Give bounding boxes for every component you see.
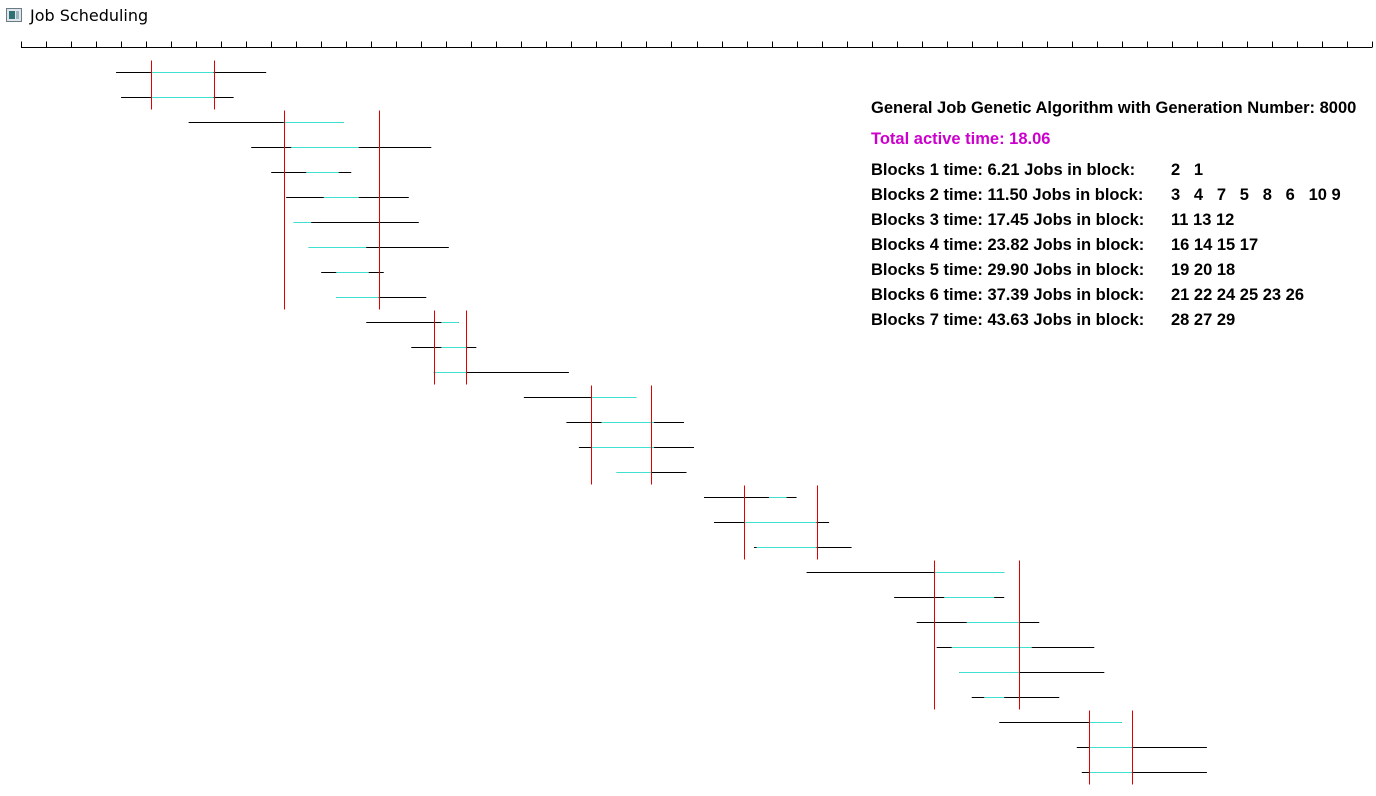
block-label: Blocks 1 time: 6.21 Jobs in block: bbox=[871, 161, 1136, 179]
window-title: Job Scheduling bbox=[30, 6, 149, 25]
block-jobs: 19 20 18 bbox=[1171, 261, 1236, 279]
block-summary-3: Blocks 3 time: 17.45 Jobs in block: 11 13… bbox=[871, 209, 1234, 231]
block-summary-5: Blocks 5 time: 29.90 Jobs in block: 19 20… bbox=[871, 259, 1235, 281]
block-jobs: 11 13 12 bbox=[1171, 211, 1235, 229]
block-label: Blocks 4 time: 23.82 Jobs in block: bbox=[871, 236, 1145, 254]
block-summary-4: Blocks 4 time: 23.82 Jobs in block: 16 14… bbox=[871, 234, 1258, 256]
block-jobs: 28 27 29 bbox=[1171, 311, 1236, 329]
block-label: Blocks 2 time: 11.50 Jobs in block: bbox=[871, 186, 1144, 204]
block-summary-7: Blocks 7 time: 43.63 Jobs in block: 28 27… bbox=[871, 309, 1235, 331]
block-label: Blocks 7 time: 43.63 Jobs in block: bbox=[871, 311, 1145, 329]
block-jobs: 3 4 7 5 8 6 10 9 bbox=[1171, 186, 1341, 204]
total-active-time: Total active time: 18.06 bbox=[871, 130, 1051, 148]
block-summary-1: Blocks 1 time: 6.21 Jobs in block: 2 1 bbox=[871, 159, 1203, 181]
block-label: Blocks 5 time: 29.90 Jobs in block: bbox=[871, 261, 1145, 279]
block-label: Blocks 6 time: 37.39 Jobs in block: bbox=[871, 286, 1145, 304]
block-summary-2: Blocks 2 time: 11.50 Jobs in block: 3 4 7… bbox=[871, 184, 1341, 206]
block-markers bbox=[151, 60, 1133, 785]
block-jobs: 2 1 bbox=[1171, 161, 1204, 179]
title-bar: Job Scheduling bbox=[0, 0, 1376, 30]
block-label: Blocks 3 time: 17.45 Jobs in block: bbox=[871, 211, 1145, 229]
block-jobs: 16 14 15 17 bbox=[1171, 236, 1259, 254]
job-bars bbox=[116, 72, 1207, 773]
ga-title: General Job Genetic Algorithm with Gener… bbox=[871, 99, 1357, 117]
block-jobs: 21 22 24 25 23 26 bbox=[1171, 286, 1305, 304]
time-axis bbox=[21, 41, 1373, 48]
block-summary-6: Blocks 6 time: 37.39 Jobs in block: 21 22… bbox=[871, 284, 1304, 306]
app-window-icon[interactable] bbox=[6, 8, 22, 22]
